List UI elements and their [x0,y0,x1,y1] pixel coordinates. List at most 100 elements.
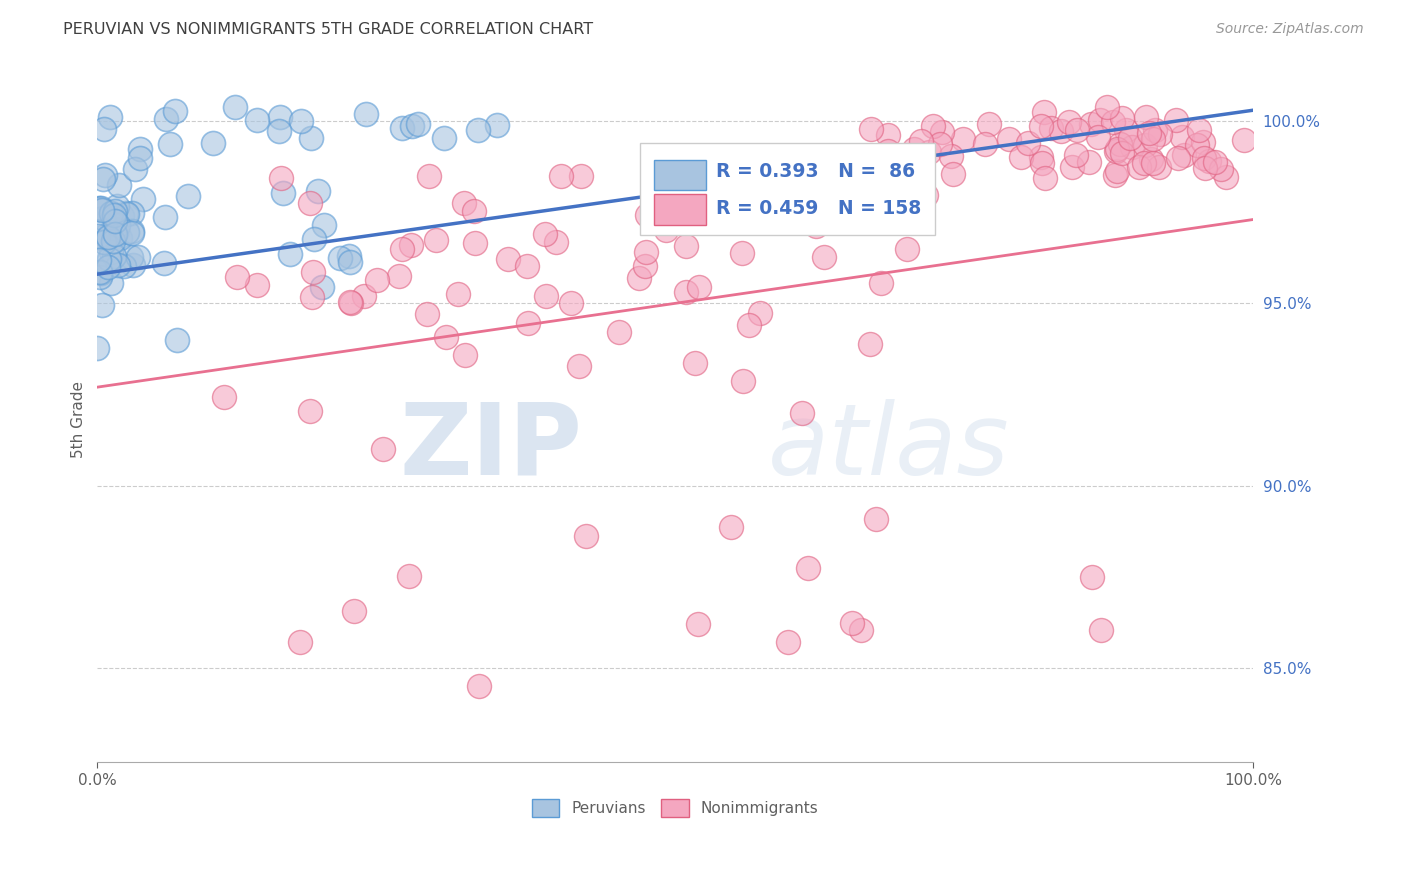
Point [90,202,112,216]
Point [343,604,366,618]
Point [467,679,489,693]
Point [1192,135,1215,149]
Point [575,529,598,543]
Point [340,296,363,310]
Point [100,276,122,290]
Point [101,234,124,248]
Point [910,134,932,148]
Point [1087,129,1109,144]
Point [776,635,799,649]
Point [104,227,127,242]
Point [401,120,423,134]
Y-axis label: 5th Grade: 5th Grade [72,382,86,458]
Text: PERUVIAN VS NONIMMIGRANTS 5TH GRADE CORRELATION CHART: PERUVIAN VS NONIMMIGRANTS 5TH GRADE CORR… [63,22,593,37]
Point [94,168,117,182]
Point [1029,150,1052,164]
Point [1137,126,1160,140]
Point [841,615,863,630]
Point [1064,148,1087,162]
Point [159,137,181,152]
Bar [654,160,706,191]
Point [105,199,128,213]
Point [1095,99,1118,113]
Point [1090,623,1112,637]
Point [288,634,311,648]
Point [89,231,111,245]
Point [952,131,974,145]
Point [87,252,110,267]
Point [406,117,429,131]
Point [127,250,149,264]
Point [731,374,754,388]
Point [917,145,939,160]
Point [804,219,827,233]
Point [1198,154,1220,169]
Point [675,239,697,253]
Point [314,219,336,233]
Point [121,224,143,238]
Point [915,188,938,202]
Point [1080,117,1102,131]
Point [337,249,360,263]
Point [720,520,742,534]
Point [467,122,489,136]
Point [797,561,820,575]
Point [121,227,143,241]
Bar [654,194,706,225]
Point [1192,151,1215,165]
Point [792,406,814,420]
Point [1209,162,1232,177]
Point [973,136,995,151]
Point [1128,160,1150,174]
Point [1133,137,1156,152]
Point [273,186,295,201]
Point [304,232,326,246]
Point [747,169,769,183]
Point [517,316,540,330]
Point [1029,119,1052,133]
Point [434,330,457,344]
Point [371,442,394,456]
Point [93,122,115,136]
Point [391,120,413,135]
Point [636,244,658,259]
Point [1111,112,1133,126]
Point [1101,115,1123,129]
Point [454,348,477,362]
Point [112,259,135,273]
Point [107,218,129,232]
Point [110,231,132,245]
Point [1062,160,1084,174]
Point [560,295,582,310]
Point [105,223,128,237]
Point [418,169,440,183]
Point [464,236,486,251]
Point [246,112,269,127]
Point [1081,570,1104,584]
Point [298,196,321,211]
Point [103,230,125,244]
Point [90,202,112,217]
Point [269,124,291,138]
Point [388,268,411,283]
Point [107,258,129,272]
Point [155,210,177,224]
Point [366,273,388,287]
Text: R = 0.393   N =  86: R = 0.393 N = 86 [716,162,915,181]
Point [97,231,120,245]
Point [876,128,898,143]
Point [153,256,176,270]
Point [89,269,111,284]
Point [1142,155,1164,169]
Point [1140,153,1163,167]
Point [1032,105,1054,120]
Point [731,246,754,260]
Point [688,279,710,293]
Point [609,326,631,340]
Point [1109,137,1132,152]
Point [214,390,236,404]
Point [903,142,925,156]
Point [299,130,322,145]
Point [496,252,519,266]
Point [339,255,361,269]
